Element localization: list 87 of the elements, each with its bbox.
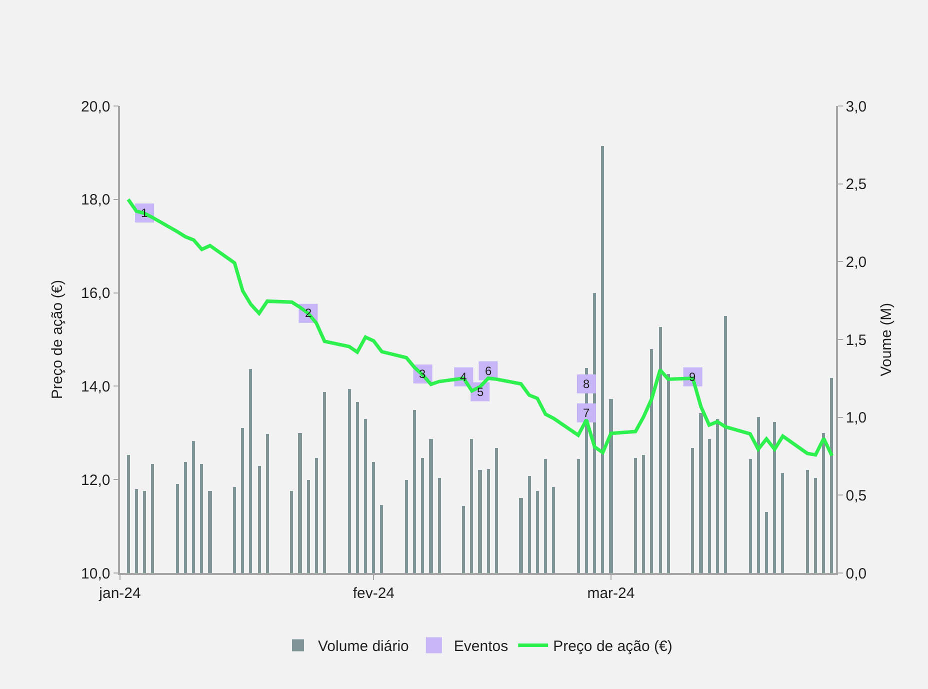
bar (814, 478, 817, 573)
bar (830, 378, 833, 573)
bar (699, 413, 703, 573)
bar (438, 478, 441, 573)
bar (421, 458, 424, 573)
bar (307, 480, 310, 573)
y2-tick-label: 2,5 (846, 176, 867, 194)
bar (659, 327, 662, 573)
y-tick-label: 20,0 (81, 98, 110, 116)
bar (192, 441, 195, 573)
bar (716, 419, 719, 573)
bar (609, 399, 613, 573)
bar (372, 462, 375, 573)
bar (315, 458, 318, 573)
bar (577, 459, 580, 573)
bar (127, 455, 130, 573)
bar (348, 389, 351, 573)
bar (528, 476, 531, 573)
bar (757, 417, 760, 573)
bar (290, 491, 293, 573)
y-tick-label: 14,0 (81, 378, 110, 396)
bar (552, 487, 555, 573)
bar (765, 512, 768, 573)
bar (249, 369, 252, 573)
bar (298, 433, 302, 573)
bar (176, 484, 179, 573)
bar (323, 392, 326, 573)
y-tick-label: 18,0 (81, 192, 110, 209)
bar (233, 487, 236, 573)
bar (691, 448, 694, 573)
bar (773, 422, 776, 573)
bar (634, 458, 637, 573)
bar (642, 455, 645, 573)
bar (601, 146, 604, 573)
y2-tick-label: 3,0 (846, 98, 867, 116)
bar (413, 410, 416, 573)
bar (544, 459, 547, 573)
y-tick-label: 12,0 (81, 472, 110, 489)
y2-tick-label: 0,0 (846, 565, 867, 582)
line-series (126, 198, 834, 458)
bar (380, 505, 383, 573)
bar (495, 448, 498, 573)
bar (667, 374, 670, 573)
y2-tick-label: 1,0 (846, 410, 867, 427)
annotation: 6 (485, 364, 492, 378)
bar (356, 402, 359, 573)
y2-tick-label: 0,5 (846, 487, 867, 504)
annotation: 8 (583, 377, 590, 391)
bar (749, 459, 752, 573)
bar (781, 473, 784, 573)
bar (806, 470, 809, 573)
bar (724, 316, 727, 573)
y2-tick-label: 2,0 (846, 254, 867, 271)
annotation: 5 (477, 385, 484, 399)
bar (266, 434, 269, 573)
bar (708, 439, 711, 573)
bar (470, 439, 473, 573)
x-tick-label: fev-24 (352, 584, 395, 602)
x-tick-label: mar-24 (587, 584, 635, 602)
bar (405, 480, 408, 573)
bar (208, 491, 212, 573)
bar (184, 462, 187, 573)
legend-label: Preço de ação (€) (553, 638, 672, 656)
x-tick-label: jan-24 (98, 584, 141, 602)
bar (241, 428, 244, 573)
y-axis-title: Preço de ação (€) (48, 280, 66, 400)
bar (822, 433, 825, 573)
y2-tick-label: 1,5 (846, 332, 867, 349)
bar (135, 489, 138, 573)
legend-label: Volume diário (318, 638, 409, 656)
bar (650, 349, 653, 573)
annotation: 7 (583, 406, 590, 420)
legend-label: Eventos (454, 638, 508, 656)
bar (429, 439, 433, 573)
bar (536, 491, 539, 573)
bar (462, 506, 465, 573)
bar (364, 419, 367, 573)
bar (487, 469, 490, 573)
bar (478, 470, 482, 573)
y-tick-label: 10,0 (81, 565, 110, 582)
bar (143, 491, 146, 573)
bar (519, 498, 523, 573)
bar (200, 464, 203, 573)
bar (258, 466, 261, 573)
y2-axis-title: Voume (M) (878, 302, 896, 376)
y-tick-label: 16,0 (81, 285, 110, 302)
bar (151, 464, 154, 573)
